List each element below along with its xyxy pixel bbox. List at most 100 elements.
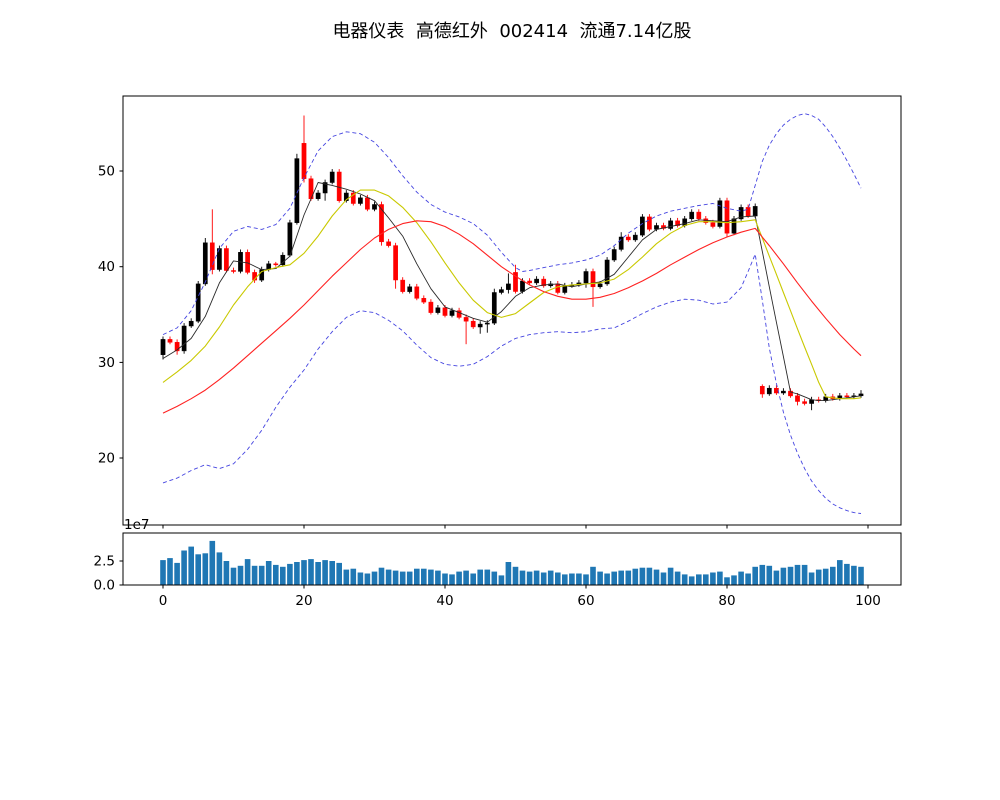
candle-body-up	[294, 158, 300, 223]
boll-lower-blue-line	[162, 253, 862, 514]
candle-body-up	[534, 278, 539, 284]
candle-body-down	[844, 395, 850, 398]
volume-bar	[484, 569, 491, 585]
candle-body-up	[689, 211, 695, 220]
volume-bar	[555, 572, 561, 585]
candle-body-up	[449, 310, 455, 316]
candle-body-down	[273, 263, 279, 266]
candle-body-up	[738, 207, 744, 220]
volume-bar	[590, 566, 596, 585]
volume-bar	[604, 573, 610, 585]
candle-body-down	[759, 386, 765, 395]
volume-bar	[343, 569, 350, 585]
candle-body-down	[675, 220, 680, 226]
candle-body-up	[618, 236, 624, 250]
volume-bar	[498, 575, 505, 585]
volume-bar	[562, 574, 568, 585]
candle-body-down	[710, 222, 716, 227]
volume-bar	[794, 564, 801, 585]
volume-bar	[265, 561, 272, 585]
candle-body-up	[188, 320, 194, 327]
volume-bar	[717, 571, 723, 585]
ma-mid-yellow-line	[162, 189, 862, 400]
candle-body-down	[647, 216, 652, 230]
volume-bar	[844, 563, 850, 585]
volume-bar	[618, 570, 624, 585]
candle-body-up	[484, 322, 490, 325]
volume-bar	[463, 570, 469, 585]
volume-bar	[350, 568, 357, 585]
price-ytick-label: 50	[98, 164, 115, 180]
ma-long-red-line	[162, 220, 862, 414]
volume-bar	[731, 575, 737, 585]
volume-panel	[160, 540, 864, 585]
volume-bar	[364, 573, 371, 585]
volume-bar	[223, 561, 230, 585]
candle-body-up	[358, 197, 363, 204]
price-ytick-label: 30	[98, 355, 115, 371]
candle-body-down	[350, 192, 356, 204]
volume-bar	[858, 566, 864, 585]
volume-bar	[399, 571, 406, 585]
volume-bar	[752, 566, 758, 585]
candle-body-down	[802, 401, 807, 404]
volume-bar	[773, 570, 780, 585]
candle-body-down	[301, 143, 307, 179]
volume-ytick-label: 2.5	[94, 554, 115, 570]
price-ytick-label: 20	[98, 451, 115, 467]
volume-bar	[688, 576, 695, 585]
volume-bar	[667, 567, 674, 585]
candle-body-down	[724, 200, 730, 234]
volume-bar	[815, 569, 822, 585]
volume-bar	[646, 567, 653, 585]
volume-bar	[301, 560, 307, 585]
volume-bar	[787, 566, 794, 585]
candle-body-down	[456, 310, 462, 318]
candle-body-up	[731, 218, 737, 234]
volume-bar	[294, 562, 300, 585]
volume-bar	[477, 569, 483, 585]
candle-body-down	[745, 207, 751, 217]
price-panel	[160, 115, 864, 411]
candle-body-down	[527, 280, 532, 284]
volume-bar	[195, 554, 201, 585]
candle-body-up	[597, 283, 603, 288]
volume-bar	[357, 572, 364, 585]
volume-bar	[597, 571, 603, 585]
volume-bar	[519, 570, 526, 585]
volume-bar	[569, 573, 575, 585]
volume-bar	[491, 571, 498, 585]
candle-body-up	[640, 216, 645, 236]
candle-body-up	[752, 206, 758, 217]
candle-body-up	[477, 323, 483, 328]
candle-body-up	[632, 234, 638, 241]
candle-body-down	[209, 242, 215, 270]
candle-body-down	[625, 236, 631, 241]
volume-xtick-label: 60	[577, 593, 594, 609]
volume-bar	[822, 568, 829, 585]
volume-bar	[780, 567, 787, 585]
candle-body-up	[343, 192, 349, 201]
volume-xtick-label: 100	[855, 593, 881, 609]
candle-body-up	[682, 218, 688, 226]
volume-bar	[371, 571, 378, 585]
candle-body-down	[428, 301, 434, 313]
volume-bar	[456, 571, 462, 585]
candle-body-down	[513, 272, 518, 292]
volume-bar	[449, 574, 455, 585]
volume-bar	[322, 560, 328, 585]
volume-axes-frame	[122, 532, 902, 586]
volume-xtick-label: 40	[436, 593, 453, 609]
volume-bar	[315, 562, 321, 585]
volume-bar	[287, 563, 293, 585]
candle-body-up	[499, 289, 504, 293]
candle-body-up	[329, 171, 335, 183]
candle-body-down	[231, 270, 236, 272]
candle-body-down	[795, 395, 800, 402]
volume-bar	[611, 571, 617, 585]
candle-body-up	[781, 390, 786, 394]
volume-bar	[378, 567, 385, 585]
volume-bar	[766, 565, 773, 585]
volume-bar	[188, 546, 194, 585]
candle-body-down	[555, 283, 561, 293]
